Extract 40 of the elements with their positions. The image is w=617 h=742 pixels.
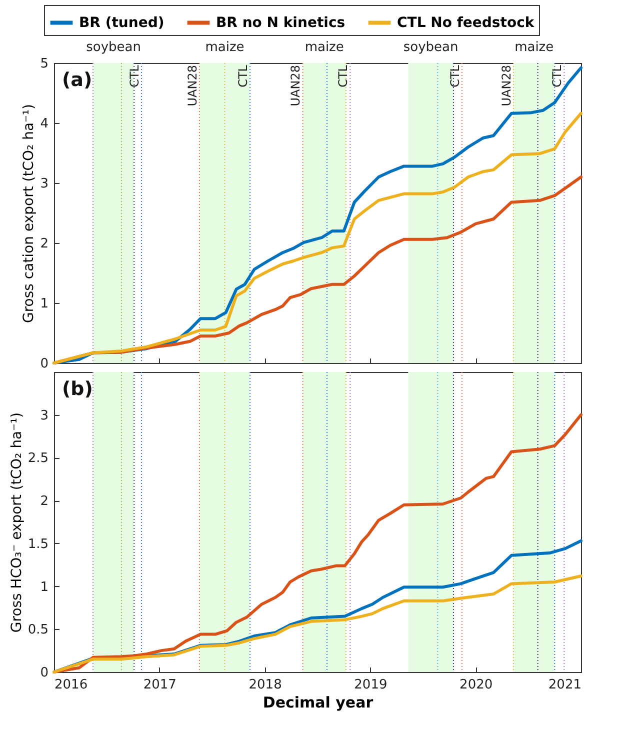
y-tick-label: 2 bbox=[40, 236, 48, 252]
y-axis-title: Gross HCO₃⁻ export (tCO₂ ha⁻¹) bbox=[8, 412, 25, 633]
y-axis-title: Gross cation export (tCO₂ ha⁻¹) bbox=[21, 104, 38, 323]
band-label: soybean bbox=[403, 40, 458, 55]
y-tick-label: 3 bbox=[40, 408, 48, 424]
y-tick-label: 4 bbox=[40, 116, 48, 132]
y-tick-label: 0.5 bbox=[28, 622, 48, 638]
x-tick-label: 2020 bbox=[460, 678, 493, 692]
band-label: maize bbox=[514, 40, 554, 55]
x-tick-label: 2021 bbox=[548, 678, 582, 692]
band-label: maize bbox=[205, 40, 244, 55]
x-tick-label: 2018 bbox=[248, 678, 282, 692]
y-tick-label: 0 bbox=[40, 666, 48, 680]
y-tick-label: 3 bbox=[40, 176, 48, 192]
y-tick-label: 0 bbox=[40, 356, 48, 372]
x-axis-title: Decimal year bbox=[262, 694, 374, 712]
x-tick-label: 2019 bbox=[354, 678, 388, 692]
ref-line-label: UAN28 bbox=[500, 65, 514, 106]
band-label: soybean bbox=[86, 40, 141, 55]
y-tick-label: 1.5 bbox=[28, 536, 48, 552]
ref-line-label: CTL bbox=[236, 64, 250, 88]
y-tick-label: 1 bbox=[40, 296, 48, 312]
ref-line-label: CTL bbox=[127, 64, 142, 88]
x-tick-label: 2016 bbox=[54, 678, 88, 692]
ref-line-label: CTL bbox=[448, 64, 462, 88]
y-tick-label: 2.5 bbox=[28, 451, 48, 466]
annotation: (b) bbox=[62, 378, 93, 400]
annotation: (a) bbox=[62, 69, 92, 91]
ref-line-label: UAN28 bbox=[288, 65, 303, 106]
y-tick-label: 1 bbox=[40, 580, 48, 595]
ref-line-label: UAN28 bbox=[185, 65, 200, 106]
legend-label: BR (tuned) bbox=[79, 14, 164, 31]
legend-label: CTL No feedstock bbox=[397, 14, 535, 31]
band-label: maize bbox=[304, 40, 344, 55]
ref-line-label: CTL bbox=[336, 64, 350, 88]
y-tick-label: 5 bbox=[40, 56, 48, 72]
y-tick-label: 2 bbox=[40, 494, 48, 510]
legend-label: BR no N kinetics bbox=[216, 14, 346, 31]
x-tick-label: 2017 bbox=[143, 678, 176, 692]
ref-line-label: CTL bbox=[550, 64, 564, 88]
